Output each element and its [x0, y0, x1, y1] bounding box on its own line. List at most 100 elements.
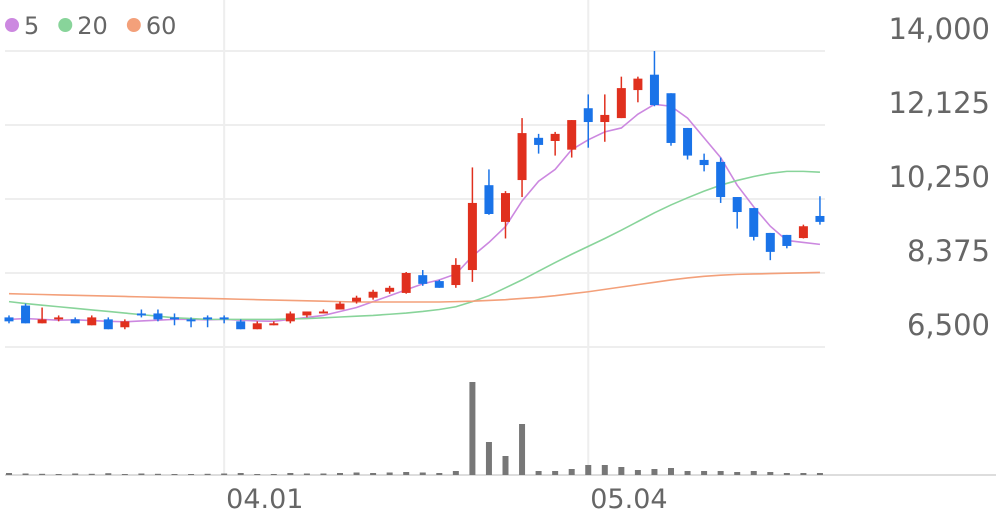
- candle-body: [285, 313, 295, 322]
- candle-body: [467, 202, 477, 271]
- moving-average-line: [8, 271, 820, 303]
- volume-bar: [105, 473, 112, 475]
- candle-body: [699, 159, 709, 166]
- volume-bar: [601, 465, 608, 475]
- volume-bar: [634, 470, 641, 475]
- volume-bar: [6, 473, 12, 475]
- candle-body: [236, 321, 246, 330]
- volume-bar: [188, 474, 195, 475]
- volume-bar: [452, 471, 459, 475]
- x-tick-label: 05.04: [590, 484, 667, 515]
- candle-body: [782, 234, 792, 246]
- volume-bar: [684, 471, 691, 475]
- candle-body: [352, 297, 362, 302]
- volume-bar: [254, 474, 261, 475]
- legend-label: 20: [77, 12, 108, 40]
- candle-body: [583, 108, 593, 123]
- volume-bar: [701, 471, 708, 475]
- volume-bar: [287, 473, 294, 475]
- volume-bar: [717, 471, 724, 475]
- candle-body: [600, 114, 610, 123]
- candle-body: [683, 127, 693, 156]
- volume-bar: [469, 382, 476, 475]
- volume-bar: [816, 473, 823, 475]
- candle-body: [54, 317, 64, 320]
- candle-body: [451, 264, 461, 286]
- candle-body: [815, 215, 825, 222]
- volume-bar: [204, 473, 211, 475]
- y-tick-label: 8,375: [907, 234, 990, 268]
- candle-body: [203, 317, 213, 320]
- candle-body: [37, 319, 47, 324]
- volume-bar: [734, 472, 741, 475]
- volume-bar: [436, 473, 443, 475]
- candle-body: [385, 287, 395, 292]
- candle-body: [550, 133, 560, 141]
- candle-body: [153, 313, 163, 320]
- candle-body: [666, 93, 676, 143]
- volume-bar: [767, 472, 774, 475]
- volume-bar: [502, 456, 509, 475]
- volume-bar: [171, 474, 178, 475]
- volume-bar: [138, 473, 145, 475]
- legend-marker: [58, 18, 73, 32]
- volume-bar: [618, 467, 625, 475]
- volume-bar: [552, 471, 559, 475]
- candle-body: [567, 120, 577, 150]
- volume-bar: [485, 442, 492, 475]
- candle-body: [401, 273, 411, 293]
- candle-body: [87, 317, 97, 326]
- volume-bar: [353, 472, 360, 475]
- moving-average-line: [8, 103, 821, 323]
- volume-bar: [88, 473, 95, 475]
- volume-bar: [568, 469, 575, 475]
- candle-body: [418, 275, 428, 284]
- candle-body: [368, 291, 378, 298]
- x-tick-label: 04.01: [226, 484, 303, 515]
- volume-bar: [403, 472, 410, 475]
- volume-bar: [386, 472, 393, 475]
- volume-bar: [668, 468, 674, 475]
- candle-body: [302, 311, 312, 316]
- volume-bar: [800, 473, 807, 475]
- candle-body: [434, 281, 444, 288]
- candle-body: [4, 317, 14, 322]
- candle-body: [335, 303, 345, 310]
- candle-body: [517, 133, 527, 181]
- candle-body: [501, 193, 510, 222]
- volume-bar: [519, 424, 526, 475]
- volume-bar: [39, 473, 46, 475]
- candle-body: [484, 185, 494, 214]
- legend-marker: [126, 18, 141, 32]
- volume-bar: [221, 473, 228, 475]
- candle-body: [716, 161, 726, 198]
- volume-bar: [370, 473, 377, 475]
- y-tick-label: 14,000: [889, 12, 990, 46]
- volume-bar: [270, 474, 277, 475]
- legend-marker: [5, 18, 19, 32]
- legend-label: 60: [146, 12, 177, 40]
- volume-bar: [237, 473, 244, 475]
- candle-body: [534, 137, 544, 145]
- candle-body: [170, 317, 179, 320]
- candle-body: [318, 311, 328, 314]
- volume-bar: [585, 465, 592, 475]
- candle-body: [633, 78, 643, 91]
- candle-body: [252, 323, 262, 330]
- volume-bar: [154, 473, 161, 475]
- candle-body: [103, 319, 113, 330]
- y-tick-label: 12,125: [889, 86, 990, 120]
- candle-body: [120, 321, 130, 328]
- candle-body: [269, 323, 279, 326]
- candle-body: [765, 232, 775, 252]
- candle-body: [136, 313, 146, 316]
- y-tick-label: 6,500: [907, 308, 990, 342]
- candle-body: [616, 88, 626, 119]
- volume-bar: [121, 474, 128, 475]
- volume-bar: [750, 471, 757, 475]
- volume-bar: [535, 471, 542, 475]
- volume-bar: [22, 473, 29, 475]
- volume-bar: [303, 473, 310, 475]
- legend-label: 5: [24, 12, 39, 40]
- candle-body: [21, 305, 31, 324]
